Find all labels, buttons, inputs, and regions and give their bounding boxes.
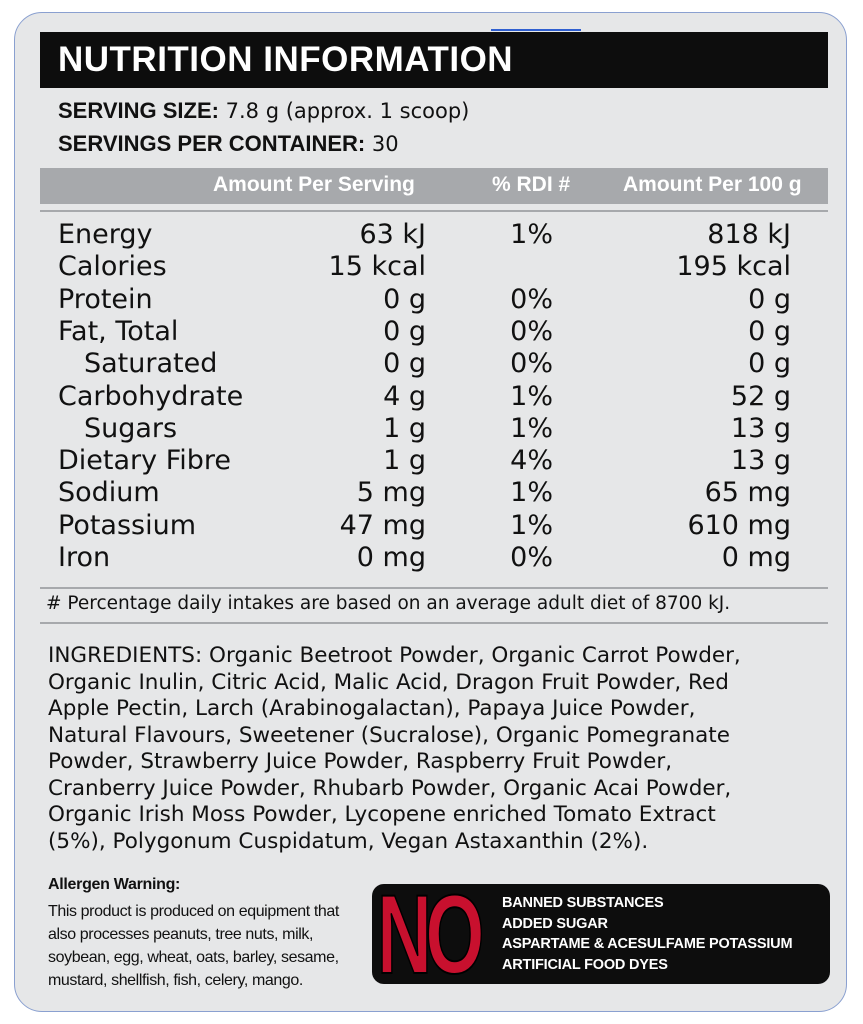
ingredients-line: Natural Flavours, Sweetener (Sucralose),…: [48, 722, 730, 748]
header-per-100g: Amount Per 100 g: [623, 173, 802, 196]
allergen-line: soybean, egg, wheat, oats, barley, sesam…: [48, 949, 339, 966]
header-rdi: % RDI #: [492, 173, 571, 196]
nutrient-row: Sugars 1 g 1% 13 g: [0, 413, 863, 445]
nutrient-per-100g: 0 g: [748, 315, 791, 347]
servings-per-container: SERVINGS PER CONTAINER: 30: [58, 131, 399, 157]
nutrient-row: Potassium 47 mg 1% 610 mg: [0, 510, 863, 542]
nutrient-per-serving: 63 kJ: [359, 219, 426, 250]
serving-size-label: SERVING SIZE:: [58, 98, 219, 123]
nutrient-row: Sodium 5 mg 1% 65 mg: [0, 477, 863, 509]
nutrient-row: Iron 0 mg 0% 0 mg: [0, 542, 863, 574]
allergen-line: mustard, shellfish, fish, celery, mango.: [48, 972, 303, 989]
ingredients-line: Apple Pectin, Larch (Arabinogalactan), P…: [48, 696, 696, 721]
allergen-line: also processes peanuts, tree nuts, milk,: [48, 926, 314, 943]
allergen-warning-title: Allergen Warning:: [48, 876, 181, 893]
nutrient-rdi: 0%: [510, 315, 553, 347]
nutrient-per-100g: 52 g: [730, 380, 791, 412]
nutrient-name: Dietary Fibre: [58, 445, 232, 477]
ingredients-line: Powder, Strawberry Juice Powder, Raspber…: [48, 749, 673, 774]
nutrient-per-100g: 13 g: [730, 412, 791, 444]
no-badge-item: ADDED SUGAR: [502, 915, 608, 932]
nutrient-row: Saturated 0 g 0% 0 g: [0, 348, 863, 380]
nutrient-row: Carbohydrate 4 g 1% 52 g: [0, 381, 863, 413]
nutrient-rdi: 0%: [510, 542, 553, 573]
header-per-serving: Amount Per Serving: [213, 173, 415, 196]
nutrient-name: Carbohydrate: [58, 380, 244, 412]
nutrient-name: Potassium: [58, 509, 197, 541]
serving-size: SERVING SIZE: 7.8 g (approx. 1 scoop): [58, 98, 469, 124]
nutrient-per-serving: 15 kcal: [328, 251, 426, 283]
servings-per-container-label: SERVINGS PER CONTAINER:: [58, 131, 366, 156]
nutrient-per-serving: 4 g: [383, 380, 426, 412]
ingredients-line: Organic Irish Moss Powder, Lycopene enri…: [48, 802, 716, 827]
ingredients-list: INGREDIENTS: Organic Beetroot Powder, Or…: [48, 643, 828, 855]
nutrient-row: Calories 15 kcal 195 kcal: [0, 251, 863, 283]
nutrient-per-100g: 0 g: [748, 283, 791, 315]
nutrient-name: Calories: [58, 251, 167, 283]
no-badge-item: ASPARTAME & ACESULFAME POTASSIUM: [502, 936, 793, 952]
nutrient-row: Protein 0 g 0% 0 g: [0, 284, 863, 316]
nutrient-name: Saturated: [84, 348, 218, 380]
ingredients-line: Cranberry Juice Powder, Rhubarb Powder, …: [48, 775, 732, 801]
no-badge-word: NO: [376, 872, 485, 997]
nutrient-rdi: 1%: [510, 380, 553, 412]
nutrient-name: Iron: [58, 542, 111, 573]
nutrient-name: Sugars: [84, 412, 178, 444]
nutrient-row: Dietary Fibre 1 g 4% 13 g: [0, 445, 863, 477]
rdi-footnote: # Percentage daily intakes are based on …: [46, 593, 731, 614]
column-header-bar: Amount Per Serving % RDI # Amount Per 10…: [40, 168, 828, 204]
rdi-header-underline: [491, 29, 581, 31]
nutrient-per-100g: 13 g: [730, 445, 791, 477]
no-badge-box: [372, 884, 830, 984]
nutrient-name: Fat, Total: [58, 315, 179, 347]
ingredients-line: INGREDIENTS: Organic Beetroot Powder, Or…: [48, 643, 741, 668]
nutrient-per-serving: 47 mg: [339, 509, 426, 541]
ingredients-line: Organic Inulin, Citric Acid, Malic Acid,…: [48, 669, 729, 695]
nutrient-rdi: 1%: [510, 219, 553, 250]
nutrient-row: Energy 63 kJ 1% 818 kJ: [0, 219, 863, 251]
nutrient-per-100g: 610 mg: [687, 509, 791, 541]
nutrient-per-100g: 0 g: [748, 348, 791, 380]
nutrient-name: Protein: [58, 283, 153, 315]
nutrient-rdi: 1%: [510, 477, 553, 509]
footnote-rule: [40, 622, 828, 624]
no-badge-list: BANNED SUBSTANCES ADDED SUGAR ASPARTAME …: [502, 893, 793, 975]
nutrient-per-serving: 1 g: [383, 445, 426, 477]
nutrient-row: Fat, Total 0 g 0% 0 g: [0, 316, 863, 348]
servings-per-container-value: 30: [365, 132, 399, 156]
serving-size-value: 7.8 g (approx. 1 scoop): [218, 99, 470, 123]
nutrient-name: Sodium: [58, 477, 160, 509]
nutrient-per-serving: 0 g: [383, 315, 426, 347]
nutrient-rdi: 4%: [510, 445, 553, 477]
table-top-rule: [40, 210, 828, 212]
nutrient-rdi: 0%: [510, 283, 553, 315]
nutrient-per-serving: 1 g: [383, 412, 426, 444]
no-badge-item: ARTIFICIAL FOOD DYES: [502, 956, 668, 973]
nutrient-per-100g: 65 mg: [704, 477, 791, 509]
no-badge-item: BANNED SUBSTANCES: [502, 895, 664, 911]
allergen-line: This product is produced on equipment th…: [48, 903, 339, 920]
nutrient-per-serving: 0 mg: [356, 542, 426, 573]
nutrient-rdi: 1%: [510, 412, 553, 444]
table-bottom-rule: [40, 587, 828, 589]
allergen-warning-text: This product is produced on equipment th…: [48, 900, 378, 992]
nutrient-per-serving: 5 mg: [356, 477, 426, 509]
ingredients-line: (5%), Polygonum Cuspidatum, Vegan Astaxa…: [48, 828, 649, 854]
nutrient-rdi: 0%: [510, 348, 553, 380]
nutrient-per-serving: 0 g: [383, 348, 426, 380]
nutrient-per-100g: 0 mg: [721, 542, 791, 573]
nutrient-name: Energy: [58, 219, 153, 250]
nutrient-rdi: 1%: [510, 509, 553, 541]
nutrient-per-serving: 0 g: [383, 283, 426, 315]
panel-title: NUTRITION INFORMATION: [40, 32, 828, 88]
nutrient-per-100g: 818 kJ: [707, 219, 791, 250]
nutrient-per-100g: 195 kcal: [676, 251, 791, 283]
